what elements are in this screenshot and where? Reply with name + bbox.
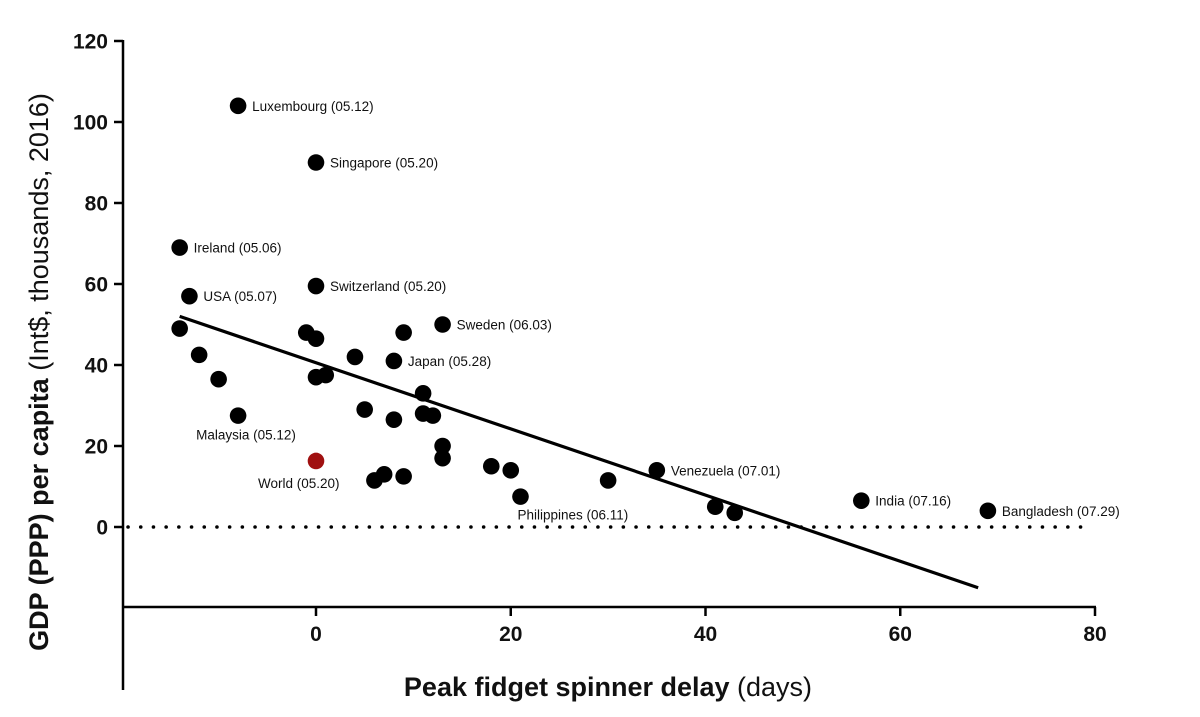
data-point <box>414 385 432 402</box>
point-label: Japan (05.28) <box>408 354 491 369</box>
data-point <box>346 348 364 366</box>
data-point <box>648 462 666 479</box>
point-label: Bangladesh (07.29) <box>1002 504 1120 519</box>
data-point <box>512 488 529 505</box>
data-point <box>229 97 247 115</box>
y-axis-title: GDP (PPP) per capita (Int$, thousands, 2… <box>24 93 54 651</box>
point-label: Sweden (06.03) <box>457 318 552 333</box>
point-label: Switzerland (05.20) <box>330 279 446 294</box>
data-point <box>434 437 451 455</box>
data-point <box>229 407 247 424</box>
point-label: Singapore (05.20) <box>330 156 438 171</box>
data-point <box>434 316 451 333</box>
trend-line <box>179 314 979 590</box>
y-tick-label: 100 <box>73 112 108 135</box>
data-point <box>375 466 393 483</box>
data-point <box>317 366 335 384</box>
x-axis-title: Peak fidget spinner delay (days) <box>404 672 812 702</box>
y-tick-label: 120 <box>73 31 108 54</box>
data-point <box>599 472 617 489</box>
x-tick-label: 40 <box>694 623 717 646</box>
data-point <box>356 401 373 418</box>
data-point <box>726 504 744 522</box>
data-point-world <box>307 452 325 470</box>
y-tick-label: 20 <box>85 436 108 459</box>
x-tick-label: 0 <box>310 623 322 646</box>
data-point <box>853 492 870 509</box>
point-label: Ireland (05.06) <box>194 241 282 256</box>
data-point <box>171 239 188 256</box>
point-label: India (07.16) <box>875 494 951 509</box>
data-point <box>395 468 412 485</box>
data-point <box>385 352 403 370</box>
data-point <box>434 449 451 467</box>
data-point <box>171 320 188 337</box>
y-tick-label: 40 <box>85 355 108 378</box>
x-tick-label: 20 <box>499 623 522 646</box>
trend-line-group <box>179 314 979 590</box>
point-label: World (05.20) <box>258 476 340 491</box>
data-point <box>424 407 442 424</box>
x-axis-title-unit: (days) <box>730 672 813 702</box>
x-axis-title-main: Peak fidget spinner delay <box>404 672 730 702</box>
data-point <box>307 277 325 295</box>
points-group <box>171 97 997 522</box>
point-label: Venezuela (07.01) <box>671 463 781 478</box>
data-point <box>307 330 325 347</box>
data-point <box>181 287 198 305</box>
data-point <box>385 411 403 428</box>
point-label: Malaysia (05.12) <box>196 428 296 443</box>
data-point <box>190 346 208 364</box>
y-axis-title-unit: (Int$, thousands, 2016) <box>24 93 54 378</box>
point-label: Philippines (06.11) <box>517 508 628 523</box>
point-label: USA (05.07) <box>203 289 277 304</box>
data-point <box>979 502 997 520</box>
x-tick-label: 60 <box>889 623 912 646</box>
y-tick-label: 80 <box>85 193 108 216</box>
data-point <box>210 370 227 388</box>
x-tick-label: 80 <box>1083 623 1106 646</box>
data-point <box>395 324 412 341</box>
y-axis-title-main: GDP (PPP) per capita <box>24 377 54 651</box>
data-point <box>307 154 325 171</box>
point-label: Luxembourg (05.12) <box>252 99 374 114</box>
point-labels-group: Luxembourg (05.12) Singapore (05.20) Irela… <box>194 99 1120 523</box>
axes-group: 0 20 40 60 80 100 120 0 20 40 60 80 <box>73 31 1107 690</box>
y-tick-label: 0 <box>96 517 108 540</box>
data-point <box>482 457 500 475</box>
data-point <box>706 498 724 516</box>
y-tick-label: 60 <box>85 274 108 297</box>
data-point <box>502 462 520 479</box>
